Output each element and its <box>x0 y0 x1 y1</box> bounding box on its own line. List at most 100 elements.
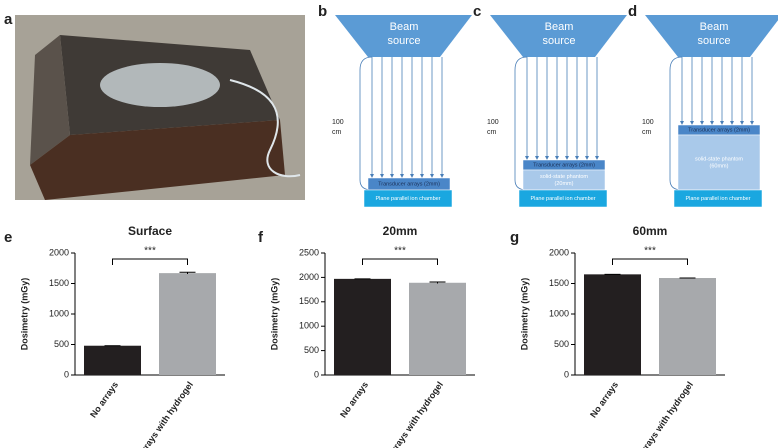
arrow-head <box>740 121 744 125</box>
x-tick-label: Arrays with hydrogel <box>386 380 446 448</box>
chart-title: 60mm <box>633 224 668 238</box>
panel-label: f <box>258 229 264 246</box>
y-tick-label: 1500 <box>549 278 569 288</box>
x-tick-label: No arrays <box>88 380 120 420</box>
significance-bracket <box>112 258 188 265</box>
bar <box>159 273 216 375</box>
layer <box>673 189 763 208</box>
panel-label: d <box>628 3 637 20</box>
panel-label: b <box>318 3 327 20</box>
y-tick-label: 500 <box>54 339 69 349</box>
distance-bracket <box>514 56 528 191</box>
beam-source <box>335 15 472 57</box>
y-tick-label: 1500 <box>299 296 319 306</box>
significance-label: *** <box>144 246 156 257</box>
distance-label: cm <box>642 129 652 136</box>
significance-bracket <box>362 258 438 265</box>
panel-label: g <box>510 229 519 246</box>
arrow-head <box>720 121 724 125</box>
y-tick-label: 2000 <box>299 272 319 282</box>
significance-label: *** <box>394 246 406 257</box>
layer-label: Transducer arrays (2mm) <box>378 181 440 187</box>
arrow-head <box>690 121 694 125</box>
arrow-head <box>575 156 579 160</box>
arrow-head <box>565 156 569 160</box>
arrow-head <box>380 174 384 178</box>
y-tick-label: 1500 <box>49 278 69 288</box>
y-axis-label: Dosimetry (mGy) <box>19 278 29 351</box>
chart-title: 20mm <box>383 224 418 238</box>
y-tick-label: 0 <box>564 369 569 379</box>
x-tick-label: Arrays with hydrogel <box>636 380 696 448</box>
distance-bracket <box>359 56 373 191</box>
y-tick-label: 2500 <box>299 247 319 257</box>
y-tick-label: 0 <box>314 369 319 379</box>
bar <box>84 345 141 375</box>
beam-source-label: Beam <box>700 21 729 33</box>
beam-source-label: source <box>542 35 575 47</box>
y-tick-label: 500 <box>554 339 569 349</box>
arrow-head <box>440 174 444 178</box>
arrow-head <box>555 156 559 160</box>
arrow-head <box>700 121 704 125</box>
y-tick-label: 1000 <box>49 308 69 318</box>
panel-label: c <box>473 3 481 20</box>
y-axis-label: Dosimetry (mGy) <box>269 278 279 351</box>
distance-label: 100 <box>642 119 654 126</box>
beam-source-label: source <box>697 35 730 47</box>
bar <box>409 282 466 375</box>
y-tick-label: 2000 <box>49 247 69 257</box>
arrow-head <box>525 156 529 160</box>
error-bar <box>179 271 196 275</box>
layer-label: Transducer arrays (2mm) <box>688 127 750 133</box>
arrow-head <box>585 156 589 160</box>
beam-source-label: source <box>387 35 420 47</box>
beam-source-label: Beam <box>390 21 419 33</box>
significance-label: *** <box>644 246 656 257</box>
layer <box>363 189 453 208</box>
distance-label: 100 <box>332 119 344 126</box>
y-tick-label: 1000 <box>549 308 569 318</box>
arrow-head <box>390 174 394 178</box>
y-axis-label: Dosimetry (mGy) <box>519 278 529 351</box>
error-bar <box>429 281 446 284</box>
x-tick-label: No arrays <box>588 380 620 420</box>
y-tick-label: 0 <box>64 369 69 379</box>
arrow-head <box>410 174 414 178</box>
arrow-head <box>595 156 599 160</box>
layer-label: Transducer arrays (2mm) <box>533 162 595 168</box>
panel-label: a <box>4 11 13 28</box>
layer-label: solid-state phantom <box>540 174 588 180</box>
layer-label: Plane parallel ion chamber <box>530 196 595 202</box>
distance-bracket <box>669 56 683 191</box>
panel-label: e <box>4 229 12 246</box>
y-tick-label: 1000 <box>299 321 319 331</box>
y-tick-label: 500 <box>304 345 319 355</box>
distance-label: 100 <box>487 119 499 126</box>
layer-label: Plane parallel ion chamber <box>375 196 440 202</box>
arrow-head <box>430 174 434 178</box>
arrow-head <box>535 156 539 160</box>
arrow-head <box>420 174 424 178</box>
layer-label: solid-state phantom <box>695 156 743 162</box>
beam-source <box>490 15 627 57</box>
layer <box>518 189 608 208</box>
chart-title: Surface <box>128 224 172 238</box>
y-tick-label: 2000 <box>549 247 569 257</box>
arrow-head <box>730 121 734 125</box>
photo <box>15 15 305 200</box>
x-tick-label: No arrays <box>338 380 370 420</box>
layer-label: (20mm) <box>555 181 574 187</box>
arrow-head <box>680 121 684 125</box>
layer-label: (60mm) <box>710 163 729 169</box>
arrow-head <box>370 174 374 178</box>
arrow-head <box>750 121 754 125</box>
distance-label: cm <box>332 129 342 136</box>
arrow-head <box>545 156 549 160</box>
bar <box>584 274 641 375</box>
distance-label: cm <box>487 129 497 136</box>
bar <box>334 278 391 375</box>
arrow-head <box>400 174 404 178</box>
bar <box>659 278 716 375</box>
